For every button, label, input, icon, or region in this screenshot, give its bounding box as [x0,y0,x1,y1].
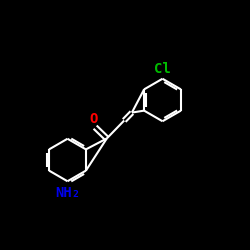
Text: NH₂: NH₂ [55,186,80,200]
Text: Cl: Cl [154,62,171,76]
Text: O: O [90,112,98,126]
